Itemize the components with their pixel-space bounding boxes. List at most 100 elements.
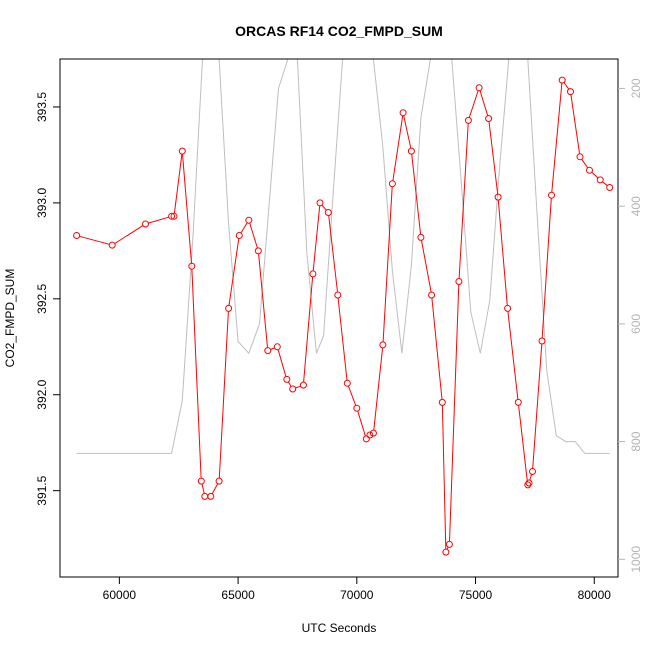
data-point: [438, 398, 446, 406]
primary-series-segment: [541, 198, 552, 339]
primary-series-segment: [382, 186, 393, 342]
primary-series-segment: [321, 204, 327, 211]
x-tick-label: 75000: [459, 588, 493, 602]
data-point: [245, 216, 253, 224]
data-point: [485, 115, 493, 122]
data-point: [225, 304, 233, 312]
secondary-y-tick-label: 1000: [629, 546, 643, 573]
primary-series-segment: [532, 343, 543, 469]
data-point: [369, 429, 377, 437]
data-point: [428, 291, 436, 299]
data-point: [596, 176, 604, 184]
secondary-y-axis: 200 400 600 800 1000: [618, 78, 643, 573]
data-point: [407, 147, 415, 155]
y-tick-label: 392.5: [35, 283, 49, 313]
data-point: [524, 481, 532, 489]
y-axis-label: CO2_FMPD_SUM: [3, 269, 17, 368]
data-point: [197, 477, 205, 485]
data-point: [334, 291, 342, 299]
primary-series-segment: [79, 235, 110, 245]
x-axis-label: UTC Seconds: [302, 621, 377, 635]
primary-series-segment: [173, 154, 183, 214]
data-point: [455, 278, 463, 285]
primary-series-segment: [114, 225, 144, 244]
primary-series-segment: [357, 410, 366, 437]
data-point: [73, 232, 81, 239]
data-point: [264, 347, 272, 355]
primary-series-segment: [287, 381, 292, 387]
primary-series-segment: [570, 94, 581, 154]
data-point: [567, 88, 574, 96]
x-tick-label: 60000: [103, 588, 137, 602]
data-point: [170, 212, 178, 220]
data-point: [207, 492, 215, 500]
y-tick-label: 393.0: [35, 188, 49, 218]
data-point: [525, 479, 533, 487]
secondary-y-tick-label: 800: [629, 431, 643, 451]
data-point: [548, 191, 555, 199]
data-point: [316, 199, 324, 207]
primary-series-segment: [148, 216, 169, 224]
plot-frame: [59, 58, 619, 578]
y-tick-label: 391.5: [35, 475, 49, 505]
x-tick-label: 65000: [221, 588, 255, 602]
x-axis: 60000 65000 70000 75000 80000: [103, 577, 612, 602]
data-point: [289, 385, 297, 393]
primary-series-segment: [518, 405, 528, 482]
data-point: [464, 116, 472, 124]
data-point: [399, 109, 407, 117]
data-point: [201, 492, 209, 500]
data-point: [366, 431, 374, 439]
data-point: [606, 184, 614, 191]
data-point: [504, 304, 512, 312]
primary-series-segment: [602, 181, 608, 187]
primary-series-segment: [591, 171, 599, 179]
primary-series-segment: [328, 215, 338, 293]
x-tick-label: 80000: [578, 588, 612, 602]
primary-series-segment: [449, 284, 460, 542]
data-point: [529, 468, 536, 475]
data-point: [442, 548, 450, 556]
primary-series-segment: [403, 115, 412, 149]
primary-series-layer: [73, 76, 614, 556]
primary-series-segment: [249, 222, 258, 249]
data-point: [168, 212, 176, 220]
y-tick-label: 392.0: [35, 379, 49, 409]
data-point: [188, 262, 196, 270]
data-point: [586, 166, 593, 174]
primary-series-segment: [191, 269, 202, 479]
y-axis: 391.5 392.0 392.5 393.0 393.5: [35, 92, 60, 506]
primary-series-segment: [277, 349, 287, 377]
primary-series-segment: [201, 483, 205, 494]
data-point: [108, 241, 116, 249]
data-point: [254, 247, 262, 255]
primary-series-segment: [240, 222, 248, 234]
primary-series-segment: [551, 83, 563, 193]
primary-series-segment: [295, 385, 301, 389]
primary-series-segment: [507, 311, 519, 400]
data-point: [178, 147, 186, 155]
secondary-series-line: [76, 59, 610, 454]
data-point: [142, 220, 149, 228]
primary-series-segment: [312, 205, 321, 271]
primary-series-segment: [441, 405, 447, 550]
data-point: [576, 153, 584, 161]
data-point: [558, 76, 566, 84]
data-point: [273, 343, 281, 351]
primary-series-segment: [347, 385, 357, 406]
primary-series-segment: [303, 276, 314, 383]
data-point: [362, 435, 370, 443]
data-point: [215, 477, 223, 485]
secondary-y-tick-label: 400: [629, 196, 643, 216]
primary-series-segment: [337, 297, 348, 381]
primary-series-segment: [228, 238, 240, 306]
primary-series-segment: [211, 483, 219, 495]
secondary-y-tick-label: 600: [629, 314, 643, 334]
primary-series-segment: [392, 115, 404, 181]
primary-series-segment: [258, 253, 268, 348]
primary-series-segment: [479, 90, 489, 116]
data-point: [343, 379, 351, 387]
secondary-y-tick-label: 200: [629, 78, 643, 98]
data-point: [235, 232, 243, 239]
